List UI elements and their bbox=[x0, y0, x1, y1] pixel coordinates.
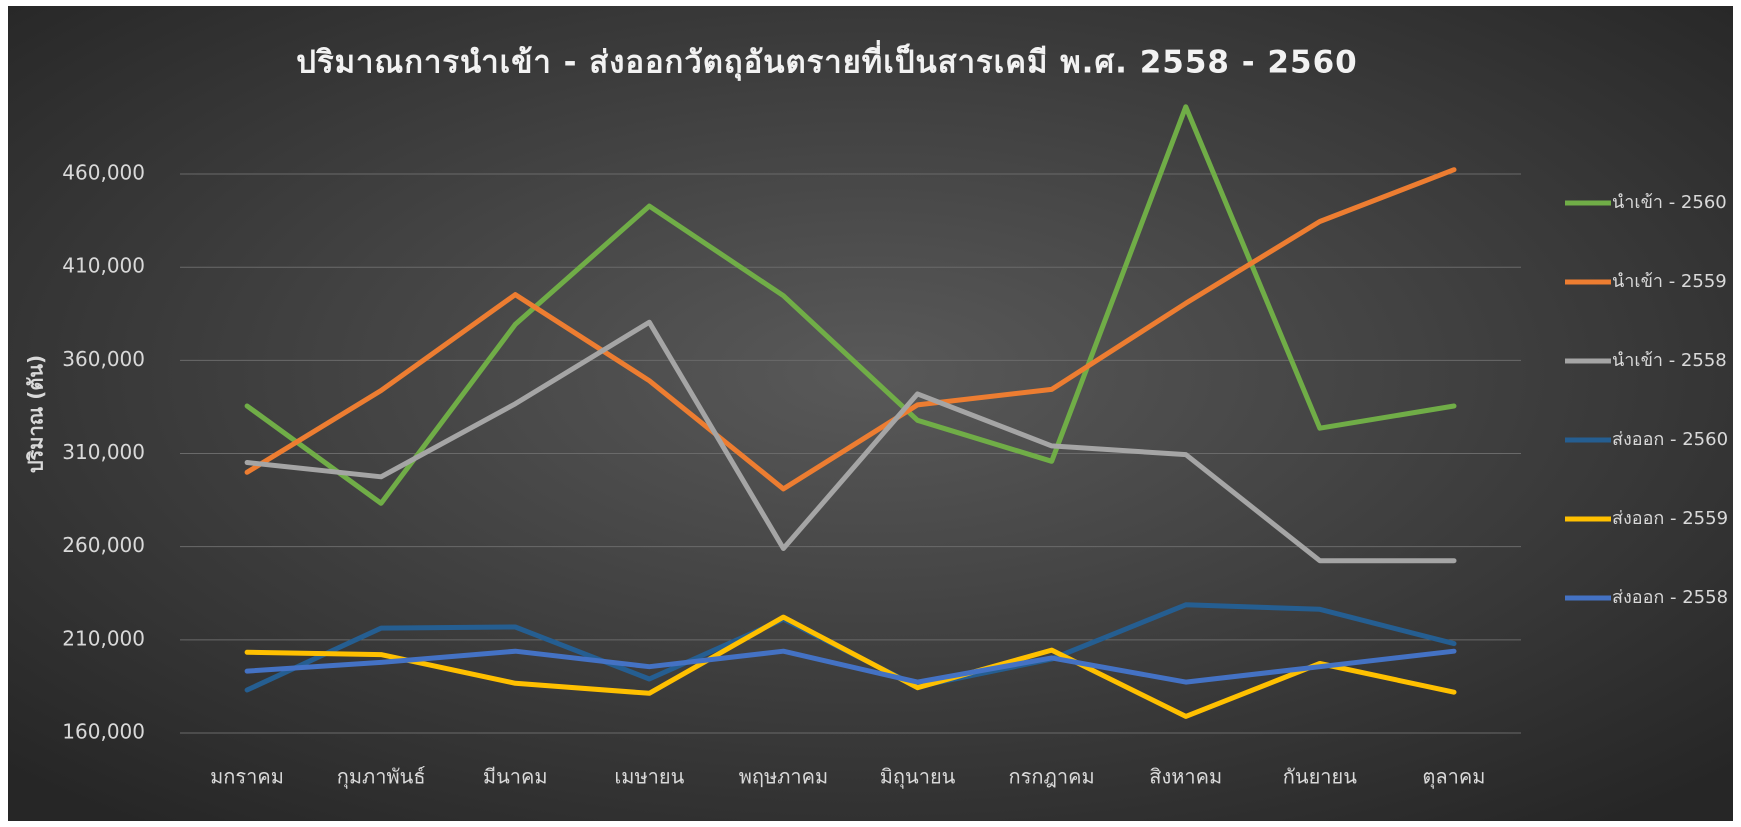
legend-label: นำเข้า - 2560 bbox=[1612, 192, 1727, 213]
chart-title: ปริมาณการนำเข้า - ส่งออกวัตถุอันตรายที่เ… bbox=[296, 40, 1357, 82]
x-tick-label: สิงหาคม bbox=[1149, 765, 1222, 789]
series-line bbox=[244, 614, 1457, 719]
legend-label: ส่งออก - 2560 bbox=[1612, 429, 1728, 450]
y-tick-label: 310,000 bbox=[62, 440, 145, 464]
series-line bbox=[244, 648, 1457, 685]
y-tick-label: 460,000 bbox=[62, 161, 145, 185]
legend-label: นำเข้า - 2559 bbox=[1612, 271, 1727, 292]
series-line bbox=[244, 104, 1457, 506]
x-tick-label: มีนาคม bbox=[483, 765, 548, 789]
x-tick-label: เมษายน bbox=[614, 765, 684, 789]
y-tick-label: 210,000 bbox=[62, 626, 145, 650]
x-tick-label: มกราคม bbox=[210, 765, 284, 789]
legend-label: นำเข้า - 2558 bbox=[1612, 350, 1727, 371]
x-tick-label: กันยายน bbox=[1283, 765, 1357, 789]
y-tick-label: 160,000 bbox=[62, 720, 145, 744]
x-tick-label: กรกฎาคม bbox=[1009, 765, 1095, 789]
chart-background bbox=[8, 6, 1733, 821]
y-tick-label: 360,000 bbox=[62, 347, 145, 371]
series-line bbox=[244, 319, 1457, 564]
legend-label: ส่งออก - 2558 bbox=[1612, 587, 1728, 608]
y-tick-label: 410,000 bbox=[62, 254, 145, 278]
x-tick-label: พฤษภาคม bbox=[739, 765, 828, 789]
series-line bbox=[244, 167, 1457, 492]
x-tick-label: มิถุนายน bbox=[880, 765, 956, 790]
y-axis-label: ปริมาณ (ตัน) bbox=[24, 355, 48, 473]
x-tick-label: กุมภาพันธ์ bbox=[337, 765, 426, 790]
y-tick-label: 260,000 bbox=[62, 533, 145, 557]
x-tick-label: ตุลาคม bbox=[1422, 765, 1485, 790]
legend-label: ส่งออก - 2559 bbox=[1612, 508, 1728, 529]
